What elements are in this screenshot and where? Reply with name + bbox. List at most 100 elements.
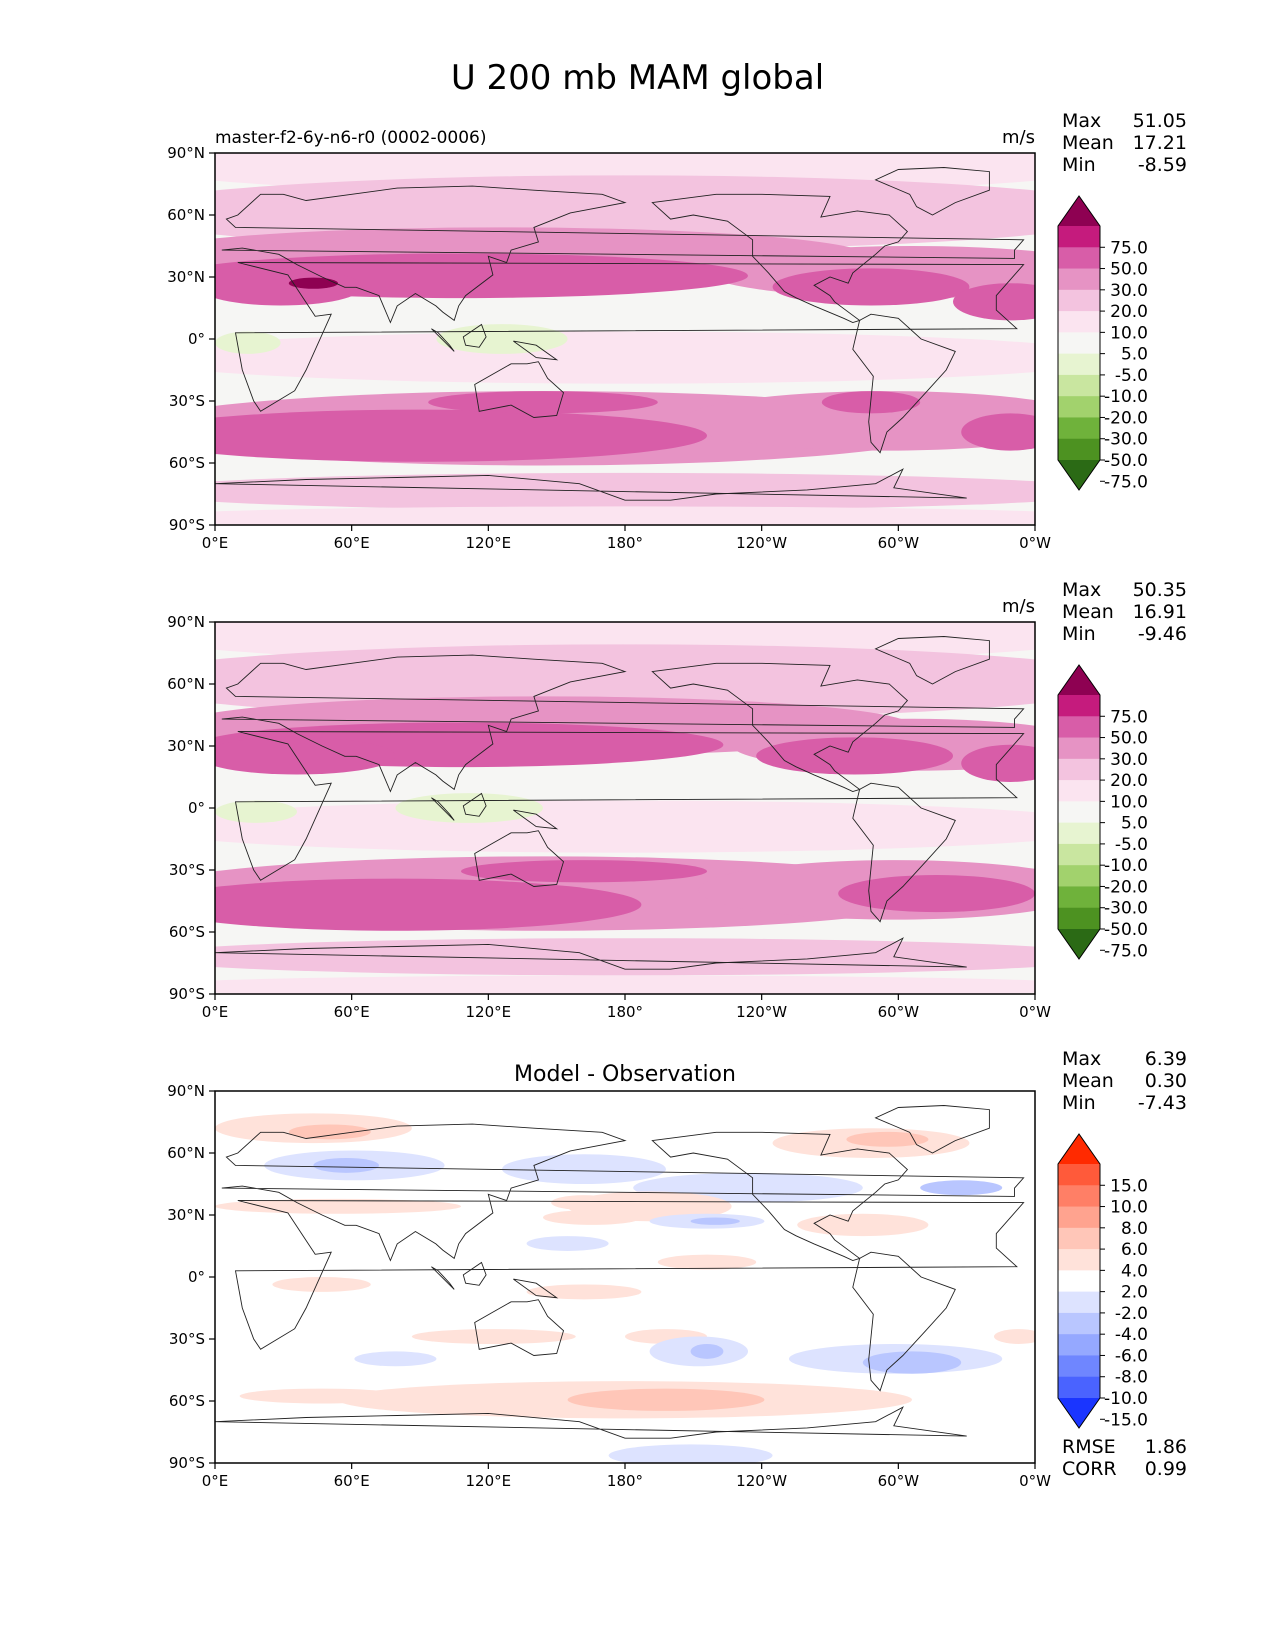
y-tick-label: 90°N (167, 1082, 205, 1100)
coastline (852, 782, 956, 923)
colorbar-label: -30.0 (1104, 899, 1148, 919)
stat-value: -7.43 (1138, 1092, 1187, 1114)
stat-value: 51.05 (1133, 110, 1187, 132)
coastline (474, 830, 565, 887)
colorbar-label: -20.0 (1104, 877, 1148, 897)
contour-region (215, 878, 642, 931)
colorbar-label: -5.0 (1115, 366, 1148, 386)
x-tick-label: 60°E (334, 534, 370, 552)
y-tick-label: 90°S (169, 516, 205, 534)
map-field (215, 1091, 1035, 1463)
stat-value: -8.59 (1138, 154, 1187, 176)
x-tick-label: 120°W (736, 1472, 787, 1490)
colorbar-label: -5.0 (1115, 835, 1148, 855)
x-tick-label: 60°E (334, 1003, 370, 1021)
coastline (234, 731, 1025, 881)
coastline (651, 662, 909, 792)
contour-region (756, 737, 953, 775)
y-tick-label: 90°S (169, 985, 205, 1003)
colorbar-label: 4.0 (1121, 1261, 1148, 1281)
y-tick-label: 30°N (167, 737, 205, 755)
y-tick-label: 30°S (169, 861, 205, 879)
extra-stat-value: 0.99 (1145, 1458, 1187, 1480)
colorbar-box (1058, 311, 1100, 333)
coastline (215, 468, 967, 501)
coastline (431, 797, 455, 821)
coastline (215, 937, 967, 970)
colorbar-label: -50.0 (1104, 920, 1148, 940)
coastline (874, 1105, 990, 1154)
stat-value: 6.39 (1145, 1048, 1187, 1070)
colorbar-box (1058, 1249, 1100, 1271)
contour-region (690, 1343, 724, 1359)
colorbar-box (1058, 758, 1100, 781)
contour-region (608, 1444, 773, 1463)
y-tick-label: 60°N (167, 1144, 205, 1162)
colorbar-label: -10.0 (1104, 856, 1148, 876)
contour-region (411, 1329, 576, 1344)
stat-label: Max (1062, 1048, 1101, 1070)
contour-region (272, 1277, 371, 1292)
colorbar-extend-top (1058, 196, 1100, 226)
colorbar-box (1058, 822, 1100, 845)
figure-title: U 200 mb MAM global (450, 58, 825, 98)
y-tick-label: 0° (188, 1268, 205, 1286)
extra-stat-label: RMSE (1062, 1436, 1116, 1458)
contour-region (953, 283, 1035, 321)
coastline (474, 361, 565, 418)
contour-region (436, 324, 568, 354)
stat-label: Max (1062, 110, 1101, 132)
colorbar: 75.050.030.020.010.05.0-5.0-10.0-20.0-30… (1057, 664, 1148, 961)
contour-region (215, 506, 1035, 525)
colorbar-box (1058, 1291, 1100, 1314)
colorbar-label: 5.0 (1121, 814, 1148, 834)
coastline (513, 809, 559, 830)
contour-region (920, 1180, 1003, 1196)
stat-value: 0.30 (1145, 1070, 1187, 1092)
colorbar-box (1058, 268, 1100, 291)
contour-region (994, 1329, 1035, 1344)
contour-region (288, 277, 338, 289)
contour-region (543, 1210, 642, 1225)
y-tick-label: 30°N (167, 1206, 205, 1224)
colorbar-label: 10.0 (1110, 792, 1148, 812)
colorbar-box (1058, 1164, 1100, 1186)
contour-region (215, 737, 396, 775)
colorbar-extend-bottom (1058, 460, 1100, 490)
colorbar-label: 20.0 (1110, 771, 1148, 791)
colorbar-box (1058, 1227, 1100, 1250)
colorbar-box (1058, 353, 1100, 376)
stat-value: 16.91 (1133, 601, 1187, 623)
stat-label: Min (1062, 1092, 1096, 1114)
stat-value: 17.21 (1133, 132, 1187, 154)
coastline (462, 323, 487, 348)
x-tick-label: 0°W (1019, 534, 1051, 552)
colorbar-box (1058, 780, 1100, 802)
coastline (215, 1406, 967, 1439)
stat-label: Max (1062, 579, 1101, 601)
contour-region (961, 744, 1035, 782)
contour-region (657, 1254, 757, 1270)
colorbar-box (1058, 737, 1100, 760)
colorbar-label: -10.0 (1104, 1389, 1148, 1409)
x-tick-label: 0°E (202, 534, 229, 552)
colorbar-box (1058, 695, 1100, 717)
x-tick-label: 0°W (1019, 1472, 1051, 1490)
x-tick-label: 180° (607, 534, 643, 552)
panel-observation: m/s 90°N 60°N 30°N 0° 30°S 60°S 90°S0°E 60°E 120°… (167, 579, 1187, 1021)
colorbar-label: 75.0 (1110, 238, 1148, 258)
colorbar-box (1058, 1270, 1100, 1293)
contour-region (215, 938, 1035, 976)
colorbar-label: 50.0 (1110, 260, 1148, 280)
colorbar-label: 30.0 (1110, 750, 1148, 770)
stat-value: -9.46 (1138, 623, 1187, 645)
panel-model: master-f2-6y-n6-r0 (0002-0006) m/s 90°N 60°… (167, 110, 1187, 552)
extra-stat-label: CORR (1062, 1458, 1117, 1480)
y-tick-label: 0° (188, 330, 205, 348)
y-tick-label: 90°S (169, 1454, 205, 1472)
colorbar-box (1058, 886, 1100, 909)
panel-units: m/s (1002, 127, 1035, 148)
contour-region (862, 1351, 962, 1374)
coastline (221, 185, 1025, 324)
